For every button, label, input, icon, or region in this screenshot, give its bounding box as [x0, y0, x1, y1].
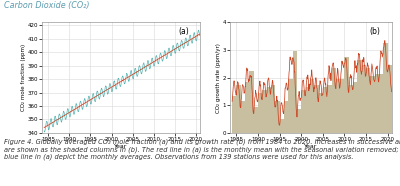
- Text: (a): (a): [178, 27, 189, 36]
- Text: Figure 4. Globally averaged CO₂ mole fraction (a) and its growth rate (b) from 1: Figure 4. Globally averaged CO₂ mole fra…: [4, 139, 400, 161]
- X-axis label: Year: Year: [114, 144, 128, 149]
- Text: Carbon Dioxide (CO₂): Carbon Dioxide (CO₂): [4, 1, 90, 10]
- Y-axis label: CO₂ mole fraction (ppm): CO₂ mole fraction (ppm): [21, 44, 26, 111]
- X-axis label: Year: Year: [304, 144, 318, 149]
- Y-axis label: CO₂ growth rate (ppm/yr): CO₂ growth rate (ppm/yr): [216, 43, 221, 113]
- Text: (b): (b): [370, 27, 381, 36]
